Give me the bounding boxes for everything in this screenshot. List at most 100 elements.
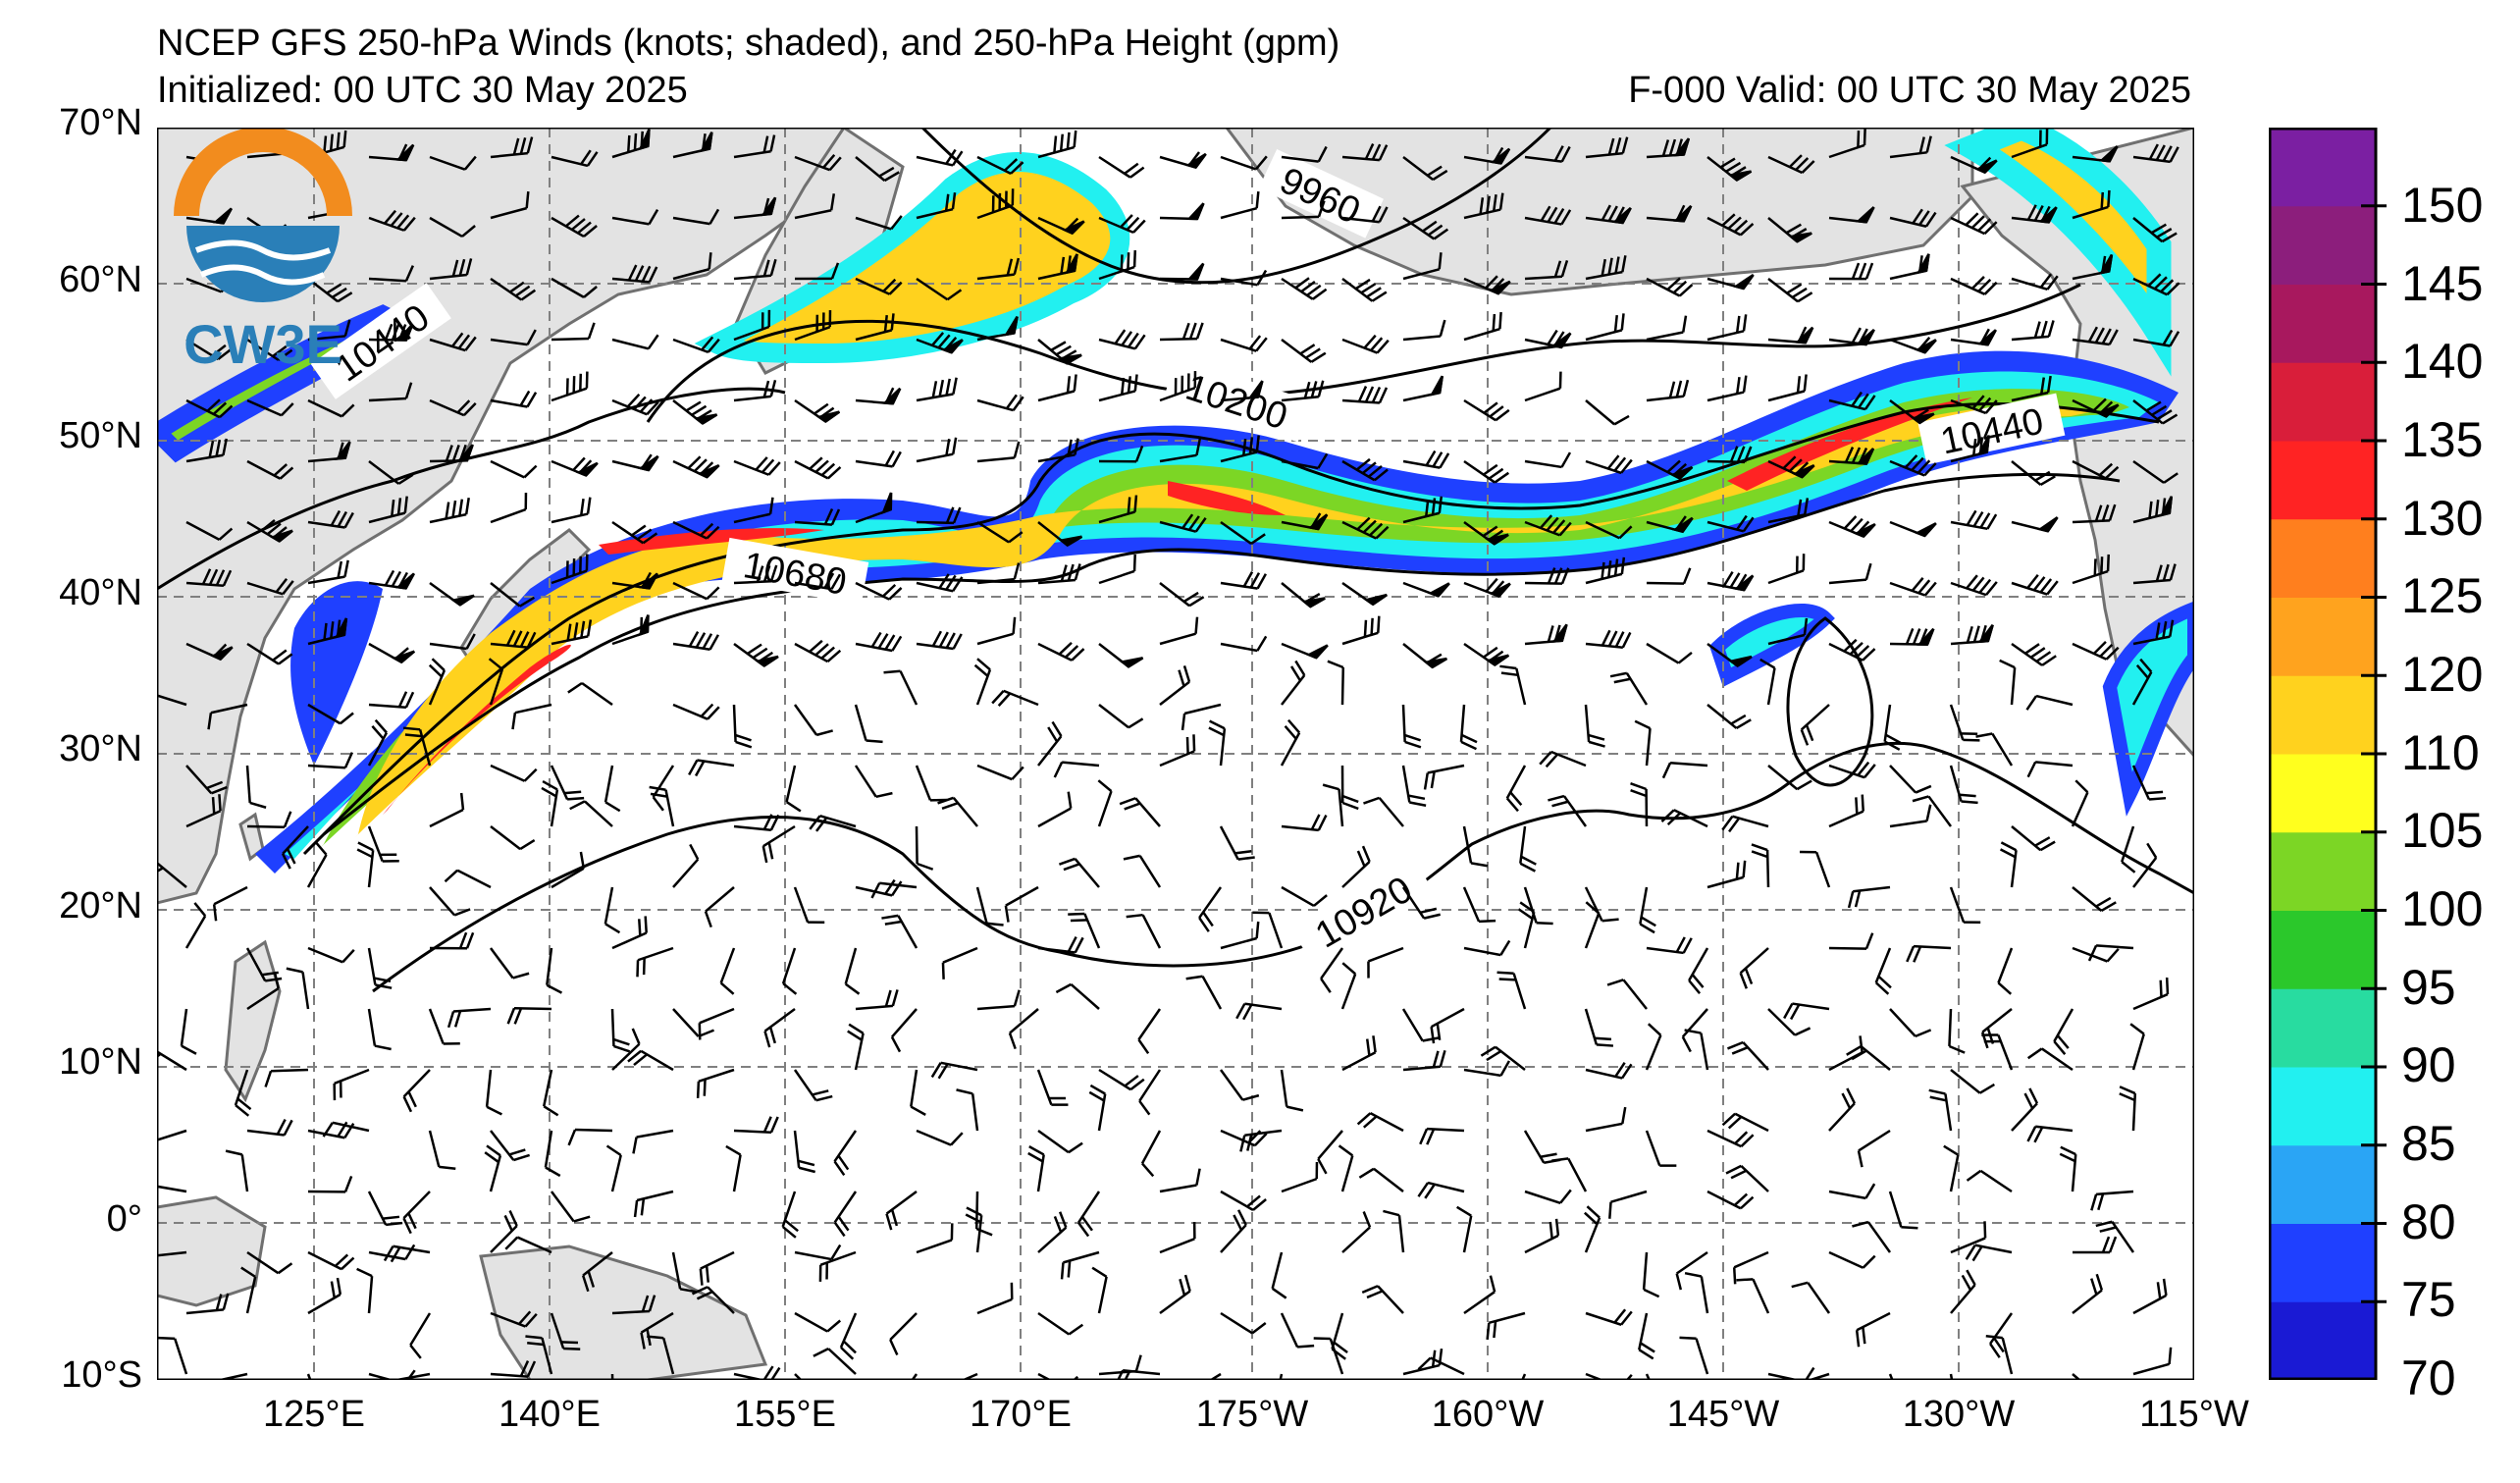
wind-barb — [1889, 337, 1937, 354]
wind-barb — [2059, 1145, 2077, 1192]
wind-barb — [1341, 1035, 1377, 1072]
lon-label-160w: 160°W — [1431, 1394, 1545, 1435]
wind-barb — [1505, 765, 1527, 813]
wind-barb — [158, 1336, 188, 1375]
wind-barb — [185, 568, 233, 588]
wind-barb — [942, 1372, 978, 1380]
wind-barb — [1402, 496, 1444, 524]
wind-barb — [1551, 1157, 1588, 1192]
wind-barb — [1524, 514, 1572, 537]
wind-barb — [1584, 1205, 1601, 1253]
jet-core-130c — [1168, 481, 1286, 515]
colorbar-segment — [2269, 441, 2377, 520]
wind-barb — [2072, 1236, 2118, 1254]
wind-barb — [1219, 1069, 1260, 1101]
wind-barb-pennant — [456, 444, 474, 462]
wind-barb — [1341, 142, 1389, 162]
wind-barb — [1767, 455, 1815, 479]
wind-barb-pennant — [2159, 496, 2174, 517]
wind-barb — [1281, 200, 1326, 220]
wind-barb — [704, 886, 735, 928]
wind-barb — [1585, 1106, 1627, 1133]
wind-barb — [490, 277, 537, 301]
wind-barb — [429, 216, 476, 238]
wind-barb — [1706, 570, 1755, 592]
wind-barb-pennant — [1363, 593, 1388, 607]
wind-barb — [1706, 514, 1755, 533]
wind-barb — [1828, 327, 1875, 346]
wind-barb — [733, 642, 779, 667]
wind-barb — [916, 277, 963, 301]
wind-barb — [627, 1049, 674, 1072]
wind-barb — [1767, 617, 1809, 646]
wind-barb — [1524, 205, 1572, 226]
wind-barb — [1949, 886, 1981, 925]
wind-barb — [1828, 447, 1875, 465]
wind-barb — [307, 946, 355, 964]
wind-barb — [1981, 1033, 2014, 1071]
wind-barb — [240, 1266, 257, 1314]
lon-label-155e: 155°E — [734, 1394, 836, 1435]
wind-barb — [1681, 1008, 1708, 1053]
wind-barb — [157, 862, 187, 888]
wind-barb-pennant — [1853, 522, 1876, 539]
wind-barb — [733, 196, 777, 220]
wind-barb — [1950, 328, 1997, 346]
wind-barb — [672, 132, 713, 159]
wind-barb — [833, 1130, 858, 1177]
wind-barb — [307, 1277, 342, 1315]
wind-barb — [1706, 446, 1753, 464]
wind-barb — [916, 630, 963, 651]
wind-barb — [844, 947, 861, 995]
wind-barb — [611, 393, 659, 416]
wind-barb — [1053, 761, 1100, 778]
wind-barb — [2132, 496, 2174, 524]
colorbar-label-120: 120 — [2401, 647, 2484, 702]
wind-barb — [855, 450, 902, 468]
colorbar-segment — [2269, 518, 2377, 598]
wind-barb — [1317, 1130, 1343, 1175]
wind-barb — [1159, 513, 1207, 533]
wind-barb — [1220, 520, 1266, 545]
lat-label-30n: 30°N — [59, 728, 142, 769]
wind-barb — [1585, 204, 1632, 225]
wind-barb — [1037, 641, 1085, 662]
wind-barb — [793, 1069, 833, 1102]
wind-barb — [1463, 459, 1510, 484]
wind-barb — [246, 459, 294, 480]
wind-barb — [1857, 1129, 1891, 1168]
wind-barb — [1684, 1029, 1709, 1071]
wind-barb-pennant — [210, 646, 234, 662]
wind-barb — [1463, 939, 1511, 957]
wind-barb — [1767, 554, 1806, 585]
initialized-time: Initialized: 00 UTC 30 May 2025 — [157, 70, 688, 111]
wind-barb — [1430, 1007, 1465, 1044]
wind-barb-pennant — [575, 461, 599, 477]
wind-barb — [246, 338, 293, 361]
wind-barb — [1661, 761, 1708, 779]
wind-barb-pennant — [1855, 206, 1875, 224]
wind-barb — [1341, 615, 1381, 646]
wind-barb — [916, 506, 962, 525]
wind-barb — [246, 398, 294, 417]
wind-barb — [1950, 1269, 1976, 1314]
wind-barb — [1098, 249, 1137, 281]
wind-barb — [1609, 671, 1649, 706]
wind-barb — [1519, 825, 1537, 873]
wind-barb — [794, 154, 842, 172]
colorbar-segment — [2269, 1144, 2377, 1224]
wind-barb — [368, 496, 408, 524]
wind-barb — [1999, 841, 2018, 888]
wind-barb — [1098, 374, 1138, 402]
wind-barb-pennant — [1788, 232, 1812, 243]
colorbar-segment — [2269, 988, 2377, 1068]
wind-barb — [1906, 944, 1952, 963]
colorbar-label-135: 135 — [2401, 412, 2484, 467]
borneo — [157, 1195, 267, 1307]
wind-barb — [1463, 577, 1511, 598]
wind-barb — [1646, 379, 1690, 402]
wind-barb — [794, 639, 842, 663]
wind-barb-pennant — [881, 492, 893, 514]
wind-barb — [976, 764, 1024, 781]
wind-barb — [883, 669, 919, 706]
